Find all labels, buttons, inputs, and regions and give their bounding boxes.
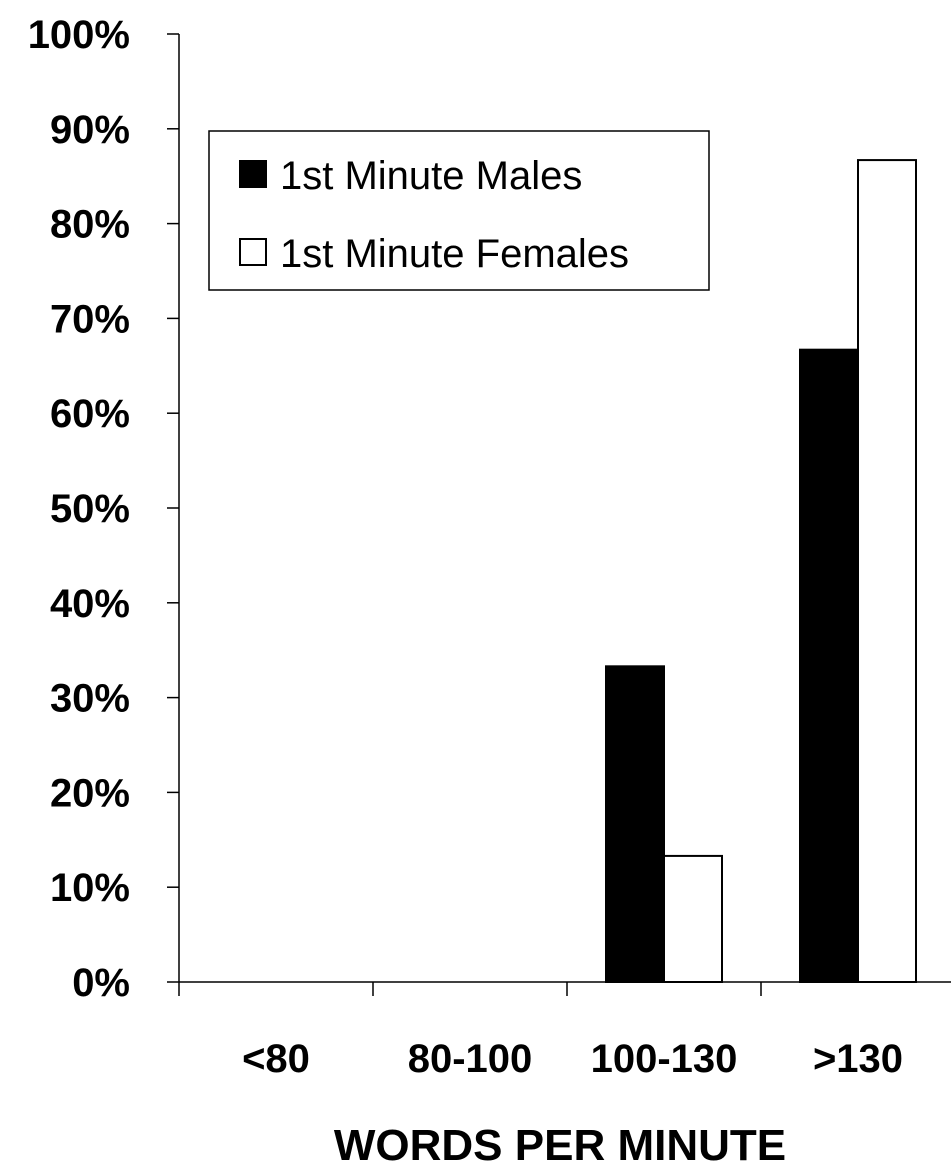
bar-males	[605, 665, 665, 983]
y-tick-label: 80%	[50, 203, 130, 247]
y-axis-tick-labels: 0% 10% 20% 30% 40% 50% 60% 70% 80% 90% 100%	[28, 13, 130, 1005]
y-tick-label: 40%	[50, 582, 130, 626]
bars	[605, 159, 917, 984]
y-tick-label: 20%	[50, 771, 130, 815]
y-tick-label: 30%	[50, 677, 130, 721]
x-category-label: 80-100	[408, 1037, 533, 1081]
x-category-label: <80	[242, 1037, 310, 1081]
bar-females	[663, 854, 723, 984]
y-tick-label: 100%	[28, 13, 130, 57]
legend-swatch	[239, 238, 267, 266]
x-category-label: 100-130	[591, 1037, 738, 1081]
y-tick-label: 60%	[50, 392, 130, 436]
y-tick-label: 50%	[50, 487, 130, 531]
bar-females	[857, 159, 917, 984]
legend-label: 1st Minute Males	[280, 154, 582, 198]
y-tick-label: 70%	[50, 297, 130, 341]
legend-swatch	[239, 160, 267, 188]
x-axis-category-labels: <80 80-100 100-130 >130	[242, 1037, 903, 1081]
bar-males	[799, 348, 859, 983]
y-tick-label: 10%	[50, 866, 130, 910]
x-axis-title: WORDS PER MINUTE	[334, 1121, 786, 1170]
x-category-label: >130	[813, 1037, 903, 1081]
legend-box	[208, 130, 710, 291]
y-tick-label: 90%	[50, 108, 130, 152]
legend: 1st Minute Males 1st Minute Females	[208, 130, 710, 291]
y-tick-label: 0%	[72, 961, 130, 1005]
legend-label: 1st Minute Females	[280, 232, 629, 276]
